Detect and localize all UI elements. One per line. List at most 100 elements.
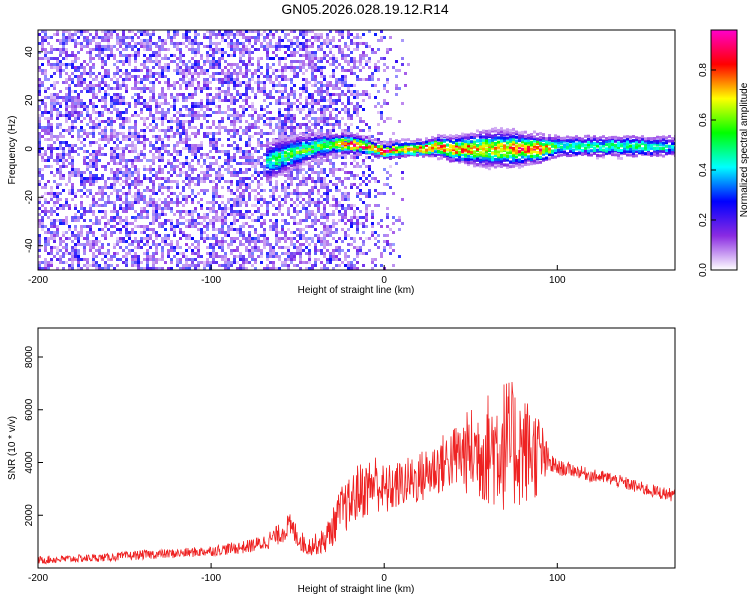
heatmap-noise-cell bbox=[299, 54, 302, 57]
heatmap-signal-cell bbox=[338, 149, 341, 153]
heatmap-noise-cell bbox=[134, 231, 137, 234]
heatmap-noise-cell bbox=[122, 237, 125, 240]
heatmap-noise-cell bbox=[236, 42, 239, 45]
heatmap-noise-cell bbox=[89, 264, 92, 267]
heatmap-noise-cell bbox=[74, 192, 77, 195]
heatmap-noise-cell bbox=[44, 57, 47, 60]
heatmap-noise-cell bbox=[263, 213, 266, 216]
heatmap-noise-cell bbox=[182, 42, 185, 45]
heatmap-noise-cell bbox=[251, 156, 254, 159]
heatmap-noise-cell bbox=[209, 201, 212, 204]
heatmap-noise-cell bbox=[98, 54, 101, 57]
heatmap-noise-cell bbox=[110, 147, 113, 150]
heatmap-noise-cell bbox=[227, 63, 230, 66]
heatmap-signal-cell bbox=[320, 156, 323, 160]
heatmap-noise-cell bbox=[221, 174, 224, 177]
heatmap-noise-cell bbox=[329, 234, 332, 237]
heatmap-signal-cell bbox=[284, 141, 287, 145]
heatmap-noise-cell bbox=[104, 186, 107, 189]
heatmap-noise-cell bbox=[170, 60, 173, 63]
heatmap-noise-cell bbox=[248, 156, 251, 159]
heatmap-noise-cell bbox=[218, 120, 221, 123]
heatmap-noise-cell bbox=[308, 252, 311, 255]
heatmap-noise-cell bbox=[125, 87, 128, 90]
heatmap-noise-cell bbox=[179, 132, 182, 135]
heatmap-noise-cell bbox=[134, 198, 137, 201]
heatmap-noise-cell bbox=[125, 90, 128, 93]
heatmap-noise-cell bbox=[161, 108, 164, 111]
heatmap-noise-cell bbox=[191, 78, 194, 81]
heatmap-noise-cell bbox=[158, 39, 161, 42]
heatmap-noise-cell bbox=[161, 186, 164, 189]
heatmap-noise-cell bbox=[293, 90, 296, 93]
heatmap-noise-cell bbox=[146, 261, 149, 264]
heatmap-noise-cell bbox=[74, 207, 77, 210]
heatmap-noise-cell bbox=[101, 204, 104, 207]
heatmap-noise-cell bbox=[80, 105, 83, 108]
heatmap-noise-cell bbox=[314, 63, 317, 66]
heatmap-noise-cell bbox=[227, 93, 230, 96]
heatmap-noise-cell bbox=[47, 120, 50, 123]
heatmap-noise-cell bbox=[260, 249, 263, 252]
heatmap-noise-cell bbox=[53, 174, 56, 177]
heatmap-noise-cell bbox=[209, 138, 212, 141]
heatmap-noise-cell bbox=[263, 165, 266, 168]
heatmap-noise-cell bbox=[95, 240, 98, 243]
heatmap-noise-cell bbox=[197, 111, 200, 114]
heatmap-noise-cell bbox=[245, 84, 248, 87]
heatmap-signal-cell bbox=[347, 146, 350, 150]
heatmap-signal-cell bbox=[284, 137, 287, 141]
heatmap-noise-cell bbox=[80, 114, 83, 117]
heatmap-noise-cell bbox=[56, 252, 59, 255]
heatmap-noise-cell bbox=[74, 84, 77, 87]
heatmap-noise-cell bbox=[170, 261, 173, 264]
heatmap-noise-cell bbox=[62, 45, 65, 48]
heatmap-signal-cell bbox=[287, 162, 290, 166]
heatmap-noise-cell bbox=[251, 240, 254, 243]
heatmap-noise-cell bbox=[44, 75, 47, 78]
heatmap-noise-cell bbox=[182, 264, 185, 267]
heatmap-noise-cell bbox=[326, 228, 329, 231]
heatmap-noise-cell bbox=[62, 255, 65, 258]
heatmap-noise-cell bbox=[80, 135, 83, 138]
heatmap-noise-cell bbox=[179, 123, 182, 126]
heatmap-noise-cell bbox=[38, 144, 41, 147]
heatmap-noise-cell bbox=[152, 216, 155, 219]
heatmap-noise-cell bbox=[278, 42, 281, 45]
heatmap-noise-cell bbox=[122, 180, 125, 183]
heatmap-noise-cell bbox=[50, 129, 53, 132]
heatmap-noise-cell bbox=[152, 267, 155, 270]
heatmap-noise-cell bbox=[332, 183, 335, 186]
heatmap-noise-cell bbox=[329, 75, 332, 78]
heatmap-noise-cell bbox=[71, 165, 74, 168]
heatmap-noise-cell bbox=[272, 267, 275, 270]
heatmap-noise-cell bbox=[86, 261, 89, 264]
heatmap-noise-cell bbox=[188, 210, 191, 213]
heatmap-noise-cell bbox=[200, 72, 203, 75]
heatmap-noise-cell bbox=[344, 57, 347, 60]
heatmap-noise-cell bbox=[194, 147, 197, 150]
heatmap-noise-cell bbox=[290, 204, 293, 207]
heatmap-noise-cell bbox=[173, 42, 176, 45]
heatmap-signal-cell bbox=[299, 162, 302, 166]
heatmap-noise-cell bbox=[317, 249, 320, 252]
heatmap-noise-cell bbox=[50, 186, 53, 189]
heatmap-noise-cell bbox=[275, 99, 278, 102]
heatmap-noise-cell bbox=[137, 261, 140, 264]
heatmap-noise-cell bbox=[326, 243, 329, 246]
heatmap-noise-cell bbox=[101, 234, 104, 237]
heatmap-noise-cell bbox=[257, 192, 260, 195]
heatmap-noise-cell bbox=[338, 30, 341, 33]
heatmap-noise-cell bbox=[38, 174, 41, 177]
heatmap-noise-cell bbox=[77, 168, 80, 171]
heatmap-noise-cell bbox=[116, 114, 119, 117]
heatmap-noise-cell bbox=[101, 57, 104, 60]
heatmap-noise-cell bbox=[92, 153, 95, 156]
heatmap-noise-cell bbox=[128, 237, 131, 240]
heatmap-noise-cell bbox=[344, 81, 347, 84]
heatmap-noise-cell bbox=[260, 156, 263, 159]
heatmap-noise-cell bbox=[269, 75, 272, 78]
heatmap-noise-cell bbox=[260, 189, 263, 192]
heatmap-noise-cell bbox=[218, 138, 221, 141]
heatmap-noise-cell bbox=[167, 81, 170, 84]
